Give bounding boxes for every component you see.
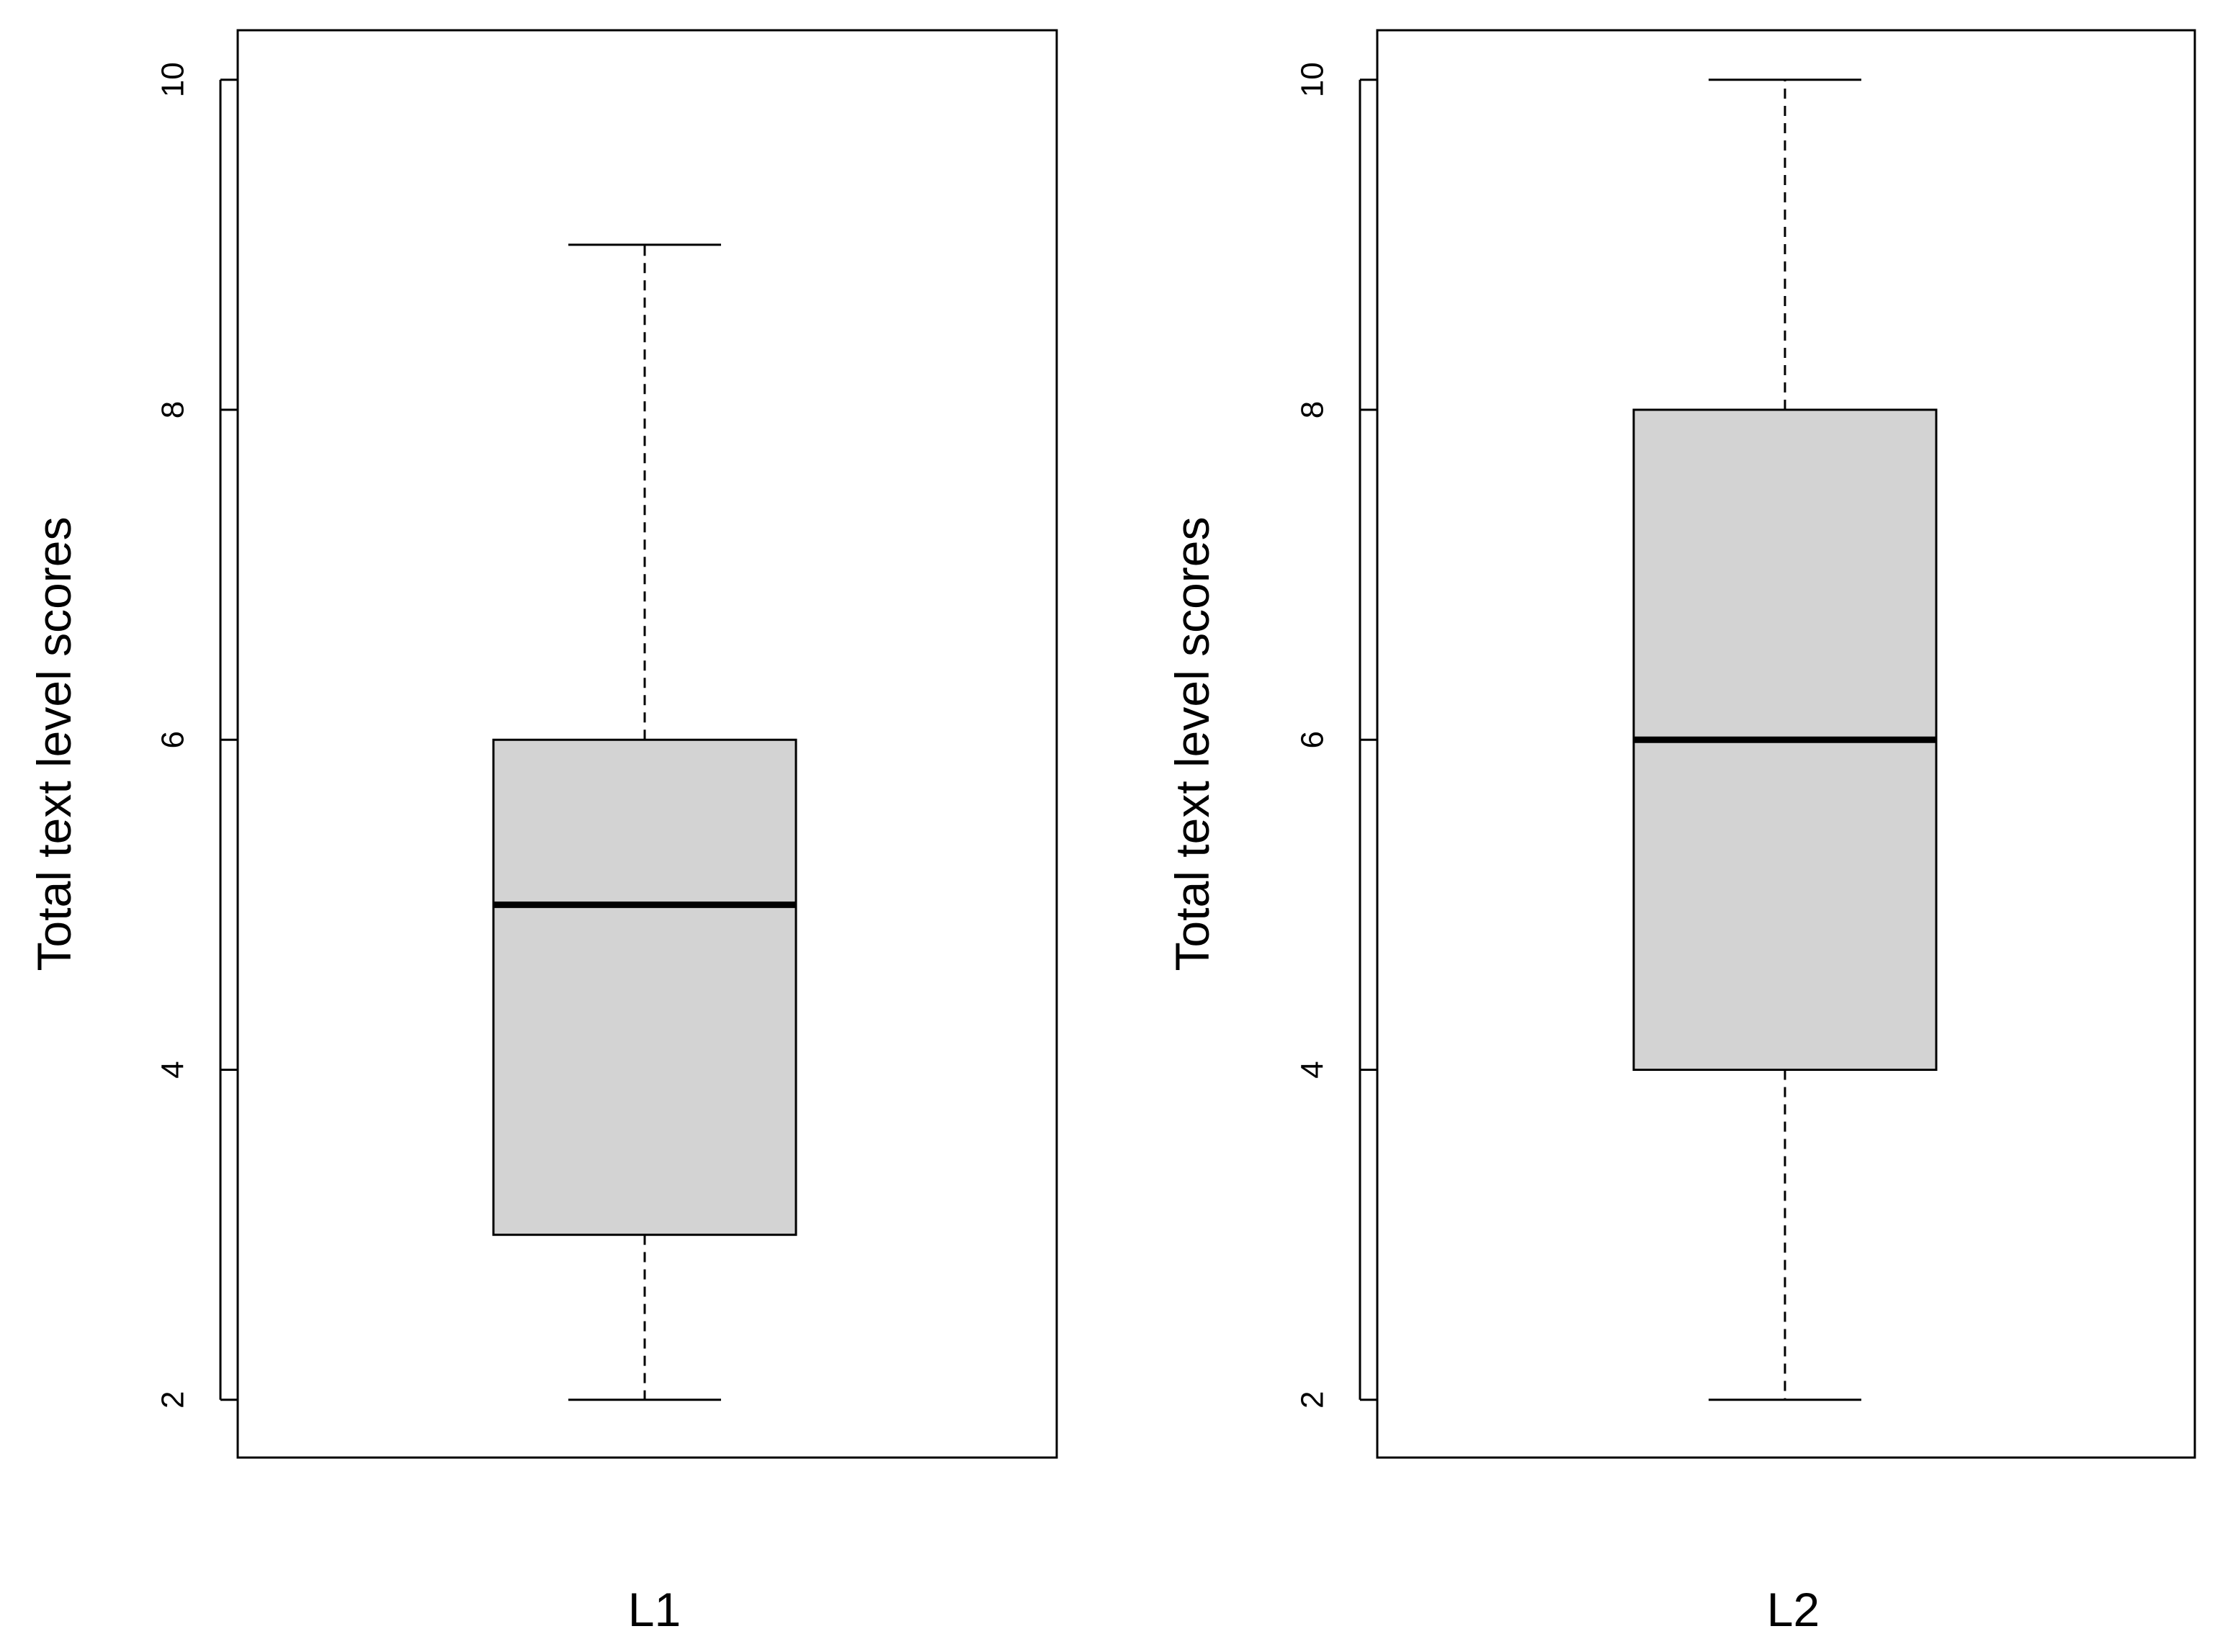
group-label: L1 [628,1583,681,1636]
y-tick-label: 2 [1295,1391,1330,1409]
y-tick-label: 10 [1295,62,1330,97]
group-label: L2 [1767,1583,1820,1636]
y-tick-label: 2 [156,1391,191,1409]
y-tick-label: 10 [156,62,191,97]
y-tick-label: 8 [156,401,191,418]
y-tick-label: 8 [1295,401,1330,418]
y-axis-title: Total text level scores [1165,517,1219,971]
y-tick-label: 4 [1295,1061,1330,1078]
iqr-box [492,738,797,1236]
y-axis-title: Total text level scores [27,517,81,971]
y-tick-label: 6 [1295,731,1330,748]
panel-l2: 2 4 6 8 10 Total text level scores L2 [1165,29,2196,1636]
y-tick-label: 4 [156,1061,191,1078]
panel-l1: 2 4 6 8 10 Total text level scores L1 [27,29,1058,1636]
plot-frame [236,29,1058,1459]
y-tick-label: 6 [156,731,191,748]
plot-frame [1376,29,2196,1459]
